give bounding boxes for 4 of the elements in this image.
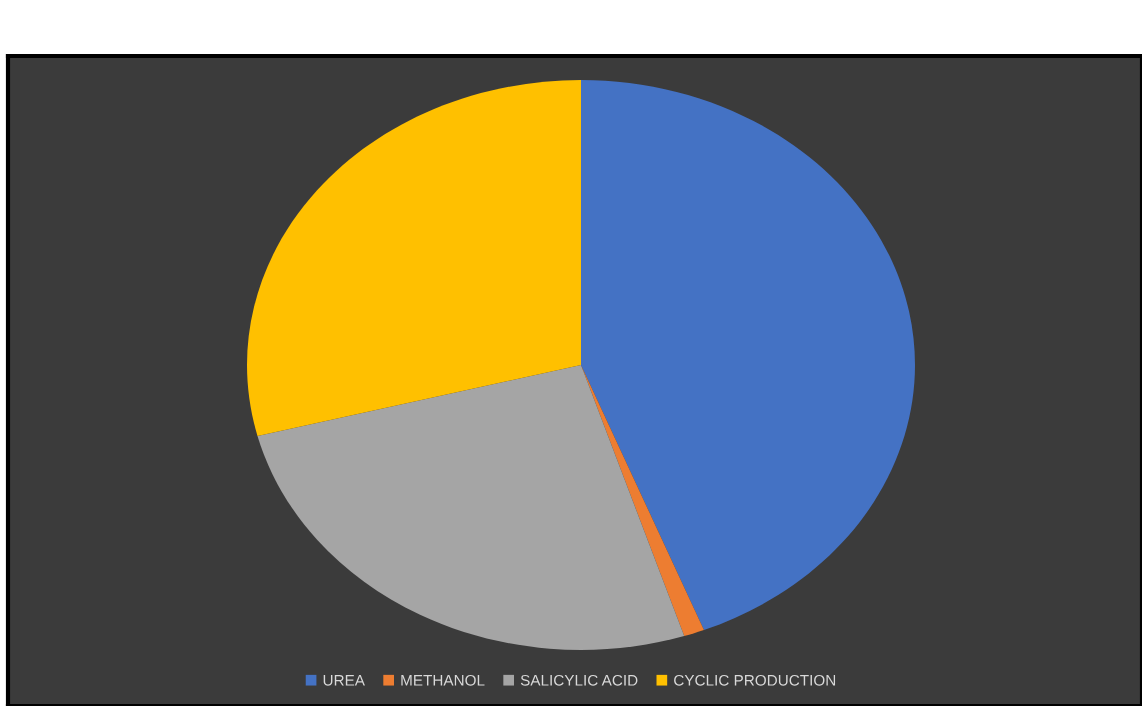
legend-label: METHANOL xyxy=(401,674,485,686)
legend-label: SALICYLIC ACID xyxy=(520,674,638,686)
legend-label: CYCLIC PRODUCTION xyxy=(674,674,836,686)
legend-label: UREA xyxy=(323,675,365,686)
